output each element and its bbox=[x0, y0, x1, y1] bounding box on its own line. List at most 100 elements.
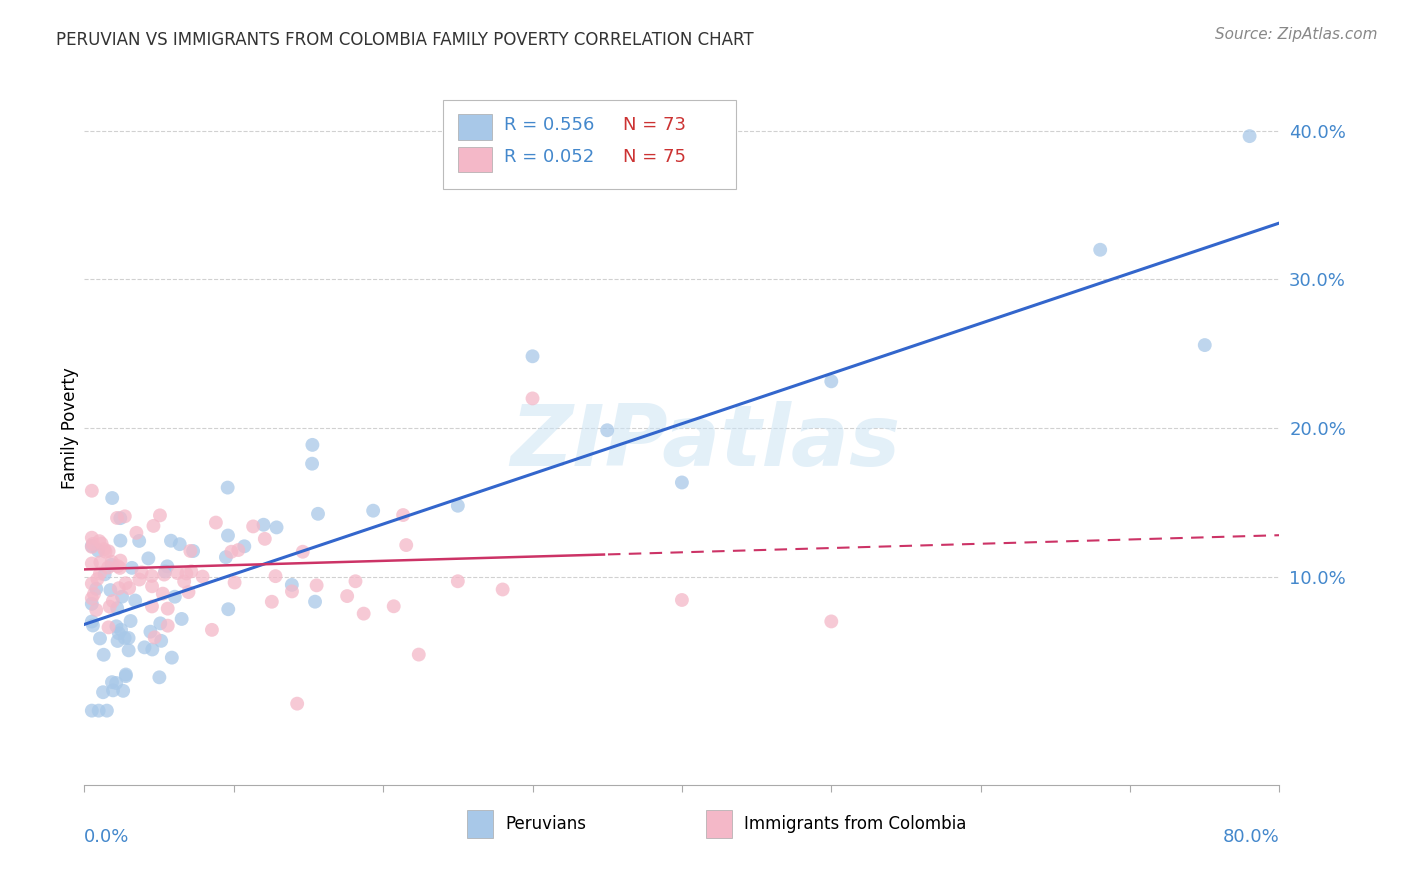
Point bbox=[115, 667, 138, 681]
Point bbox=[117, 631, 139, 645]
Point bbox=[336, 589, 359, 603]
Text: N = 75: N = 75 bbox=[623, 148, 686, 166]
Point bbox=[392, 508, 415, 522]
Point bbox=[110, 553, 132, 567]
Point bbox=[83, 587, 105, 601]
Point bbox=[108, 581, 131, 595]
Point bbox=[156, 618, 179, 632]
Point bbox=[97, 544, 120, 558]
Point bbox=[150, 633, 173, 648]
Point bbox=[80, 539, 103, 553]
Point bbox=[82, 618, 104, 632]
Point bbox=[180, 564, 202, 578]
Point bbox=[128, 573, 150, 587]
Point bbox=[98, 599, 121, 614]
Point bbox=[522, 349, 544, 363]
Point bbox=[301, 438, 323, 452]
Point bbox=[153, 565, 176, 579]
Text: N = 73: N = 73 bbox=[623, 116, 686, 134]
Point bbox=[97, 620, 120, 634]
Point bbox=[96, 704, 118, 718]
Point bbox=[80, 483, 103, 498]
Point bbox=[201, 623, 224, 637]
Text: PERUVIAN VS IMMIGRANTS FROM COLOMBIA FAMILY POVERTY CORRELATION CHART: PERUVIAN VS IMMIGRANTS FROM COLOMBIA FAM… bbox=[56, 31, 754, 49]
Point bbox=[97, 560, 120, 574]
Point bbox=[80, 540, 103, 554]
Point bbox=[121, 561, 143, 575]
Point bbox=[143, 631, 166, 645]
Point bbox=[134, 640, 156, 655]
Point bbox=[100, 558, 122, 572]
Point bbox=[94, 544, 117, 558]
Point bbox=[80, 704, 103, 718]
Point bbox=[89, 632, 111, 646]
Point bbox=[221, 545, 243, 559]
Point bbox=[217, 481, 239, 495]
Point bbox=[110, 623, 132, 637]
Point bbox=[153, 567, 176, 582]
Point bbox=[215, 550, 238, 565]
Point bbox=[80, 576, 103, 591]
Point bbox=[176, 566, 198, 581]
Point bbox=[266, 520, 288, 534]
Point bbox=[217, 602, 239, 616]
Point bbox=[671, 475, 693, 490]
Point bbox=[80, 597, 103, 611]
Point bbox=[242, 519, 264, 533]
Point bbox=[305, 578, 328, 592]
Point bbox=[117, 643, 139, 657]
Point bbox=[252, 517, 274, 532]
Point bbox=[86, 572, 108, 586]
Text: ZIPatlas: ZIPatlas bbox=[510, 401, 901, 484]
Point bbox=[93, 648, 115, 662]
Point bbox=[90, 536, 112, 550]
Point bbox=[131, 566, 153, 580]
FancyBboxPatch shape bbox=[443, 100, 735, 189]
Point bbox=[152, 587, 174, 601]
Point bbox=[148, 670, 170, 684]
Point bbox=[177, 585, 200, 599]
FancyBboxPatch shape bbox=[706, 810, 733, 838]
Point bbox=[179, 544, 201, 558]
Point bbox=[141, 579, 163, 593]
Point bbox=[382, 599, 405, 614]
Point bbox=[114, 631, 136, 645]
Point bbox=[80, 615, 103, 629]
Text: 0.0%: 0.0% bbox=[84, 828, 129, 846]
Point bbox=[447, 499, 470, 513]
Point bbox=[80, 591, 103, 606]
Point bbox=[101, 594, 124, 608]
Point bbox=[89, 566, 111, 581]
Point bbox=[93, 567, 115, 582]
Point bbox=[344, 574, 367, 589]
Point bbox=[138, 551, 160, 566]
Point bbox=[89, 555, 111, 569]
Point bbox=[224, 575, 246, 590]
Point bbox=[84, 582, 107, 596]
Point bbox=[160, 533, 183, 548]
Point bbox=[114, 509, 136, 524]
Point bbox=[105, 601, 128, 615]
Point bbox=[89, 534, 111, 549]
Point bbox=[108, 561, 131, 575]
Point bbox=[128, 533, 150, 548]
Point bbox=[108, 626, 131, 640]
Point bbox=[110, 533, 132, 548]
Point bbox=[307, 507, 329, 521]
Point bbox=[107, 634, 129, 648]
Point bbox=[163, 590, 186, 604]
FancyBboxPatch shape bbox=[458, 114, 492, 140]
Text: 80.0%: 80.0% bbox=[1223, 828, 1279, 846]
Point bbox=[408, 648, 430, 662]
Point bbox=[118, 581, 141, 595]
Point bbox=[80, 531, 103, 545]
Point bbox=[671, 593, 693, 607]
Point bbox=[101, 675, 124, 690]
Point bbox=[105, 511, 128, 525]
Point bbox=[281, 578, 304, 592]
FancyBboxPatch shape bbox=[458, 146, 492, 172]
Point bbox=[114, 576, 136, 591]
Point bbox=[156, 559, 179, 574]
Point bbox=[1090, 243, 1112, 257]
Point bbox=[253, 532, 276, 546]
